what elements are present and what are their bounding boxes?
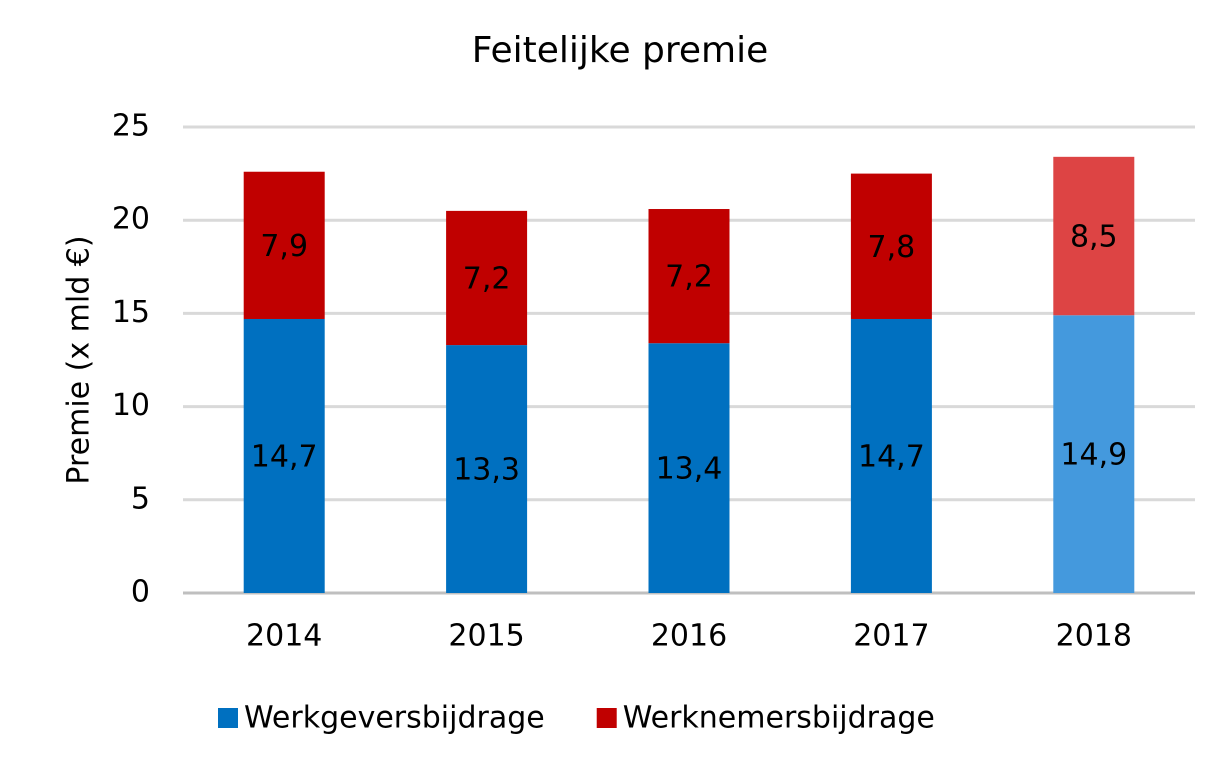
legend-swatch	[596, 708, 617, 728]
y-tick-label: 25	[112, 109, 150, 144]
y-tick-label: 0	[131, 575, 150, 610]
data-label: 7,2	[665, 260, 713, 295]
data-label: 7,8	[868, 230, 916, 265]
bar-segment	[243, 318, 325, 593]
y-tick-label: 5	[131, 481, 150, 516]
legend-swatch	[218, 708, 238, 728]
legend-label: Werkgeversbijdrage	[244, 701, 545, 736]
bar-segment	[1053, 156, 1135, 316]
data-label: 14,7	[251, 439, 318, 474]
bar-segment	[446, 345, 528, 593]
y-axis-label: Premie (x mld €)	[62, 235, 97, 484]
data-label: 13,4	[656, 452, 723, 487]
y-tick-label: 20	[112, 202, 150, 237]
data-label: 14,9	[1060, 438, 1127, 473]
x-tick-label: 2017	[853, 619, 929, 654]
x-tick-label: 2014	[246, 619, 322, 654]
bar-segment	[850, 173, 932, 319]
x-tick-label: 2016	[651, 619, 727, 654]
data-label: 14,7	[858, 439, 925, 474]
data-label: 7,9	[260, 229, 308, 264]
bar-segment	[648, 343, 730, 593]
bar-segment	[243, 171, 325, 319]
bar-segment	[446, 210, 528, 346]
y-tick-label: 15	[112, 295, 150, 330]
data-label: 8,5	[1070, 220, 1118, 255]
bar-segment	[850, 318, 932, 593]
data-label: 7,2	[463, 261, 511, 296]
x-tick-label: 2018	[1056, 619, 1132, 654]
y-tick-label: 10	[112, 388, 150, 423]
legend-label: Werknemersbijdrage	[623, 701, 935, 736]
chart-title: Feitelijke premie	[472, 30, 769, 71]
x-tick-label: 2015	[448, 619, 524, 654]
bar-segment	[648, 209, 730, 344]
bar-segment	[1053, 315, 1135, 593]
data-label: 13,3	[453, 453, 520, 488]
